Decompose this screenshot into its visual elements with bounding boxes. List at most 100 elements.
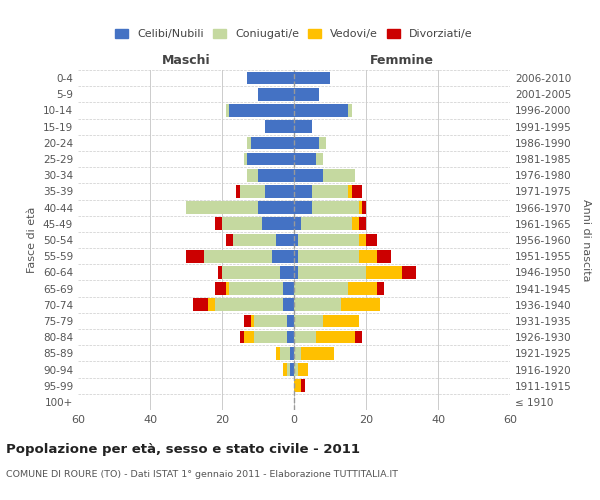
Bar	[244, 152, 247, 166]
Bar	[359, 218, 366, 230]
Bar	[319, 136, 326, 149]
Bar	[348, 282, 377, 295]
Bar	[294, 72, 330, 85]
Bar	[254, 331, 287, 344]
Bar	[258, 169, 294, 181]
Y-axis label: Fasce di età: Fasce di età	[28, 207, 37, 273]
Legend: Celibi/Nubili, Coniugati/e, Vedovi/e, Divorziati/e: Celibi/Nubili, Coniugati/e, Vedovi/e, Di…	[111, 24, 477, 44]
Bar	[208, 298, 215, 311]
Bar	[226, 104, 229, 117]
Bar	[290, 347, 294, 360]
Bar	[186, 250, 204, 262]
Bar	[272, 250, 294, 262]
Bar	[247, 136, 251, 149]
Text: Maschi: Maschi	[161, 54, 211, 67]
Bar	[287, 331, 294, 344]
Bar	[258, 88, 294, 101]
Bar	[222, 218, 262, 230]
Bar	[294, 347, 301, 360]
Bar	[348, 104, 352, 117]
Bar	[301, 380, 305, 392]
Bar	[215, 282, 226, 295]
Bar	[226, 234, 233, 246]
Bar	[294, 331, 316, 344]
Bar	[316, 331, 355, 344]
Bar	[283, 363, 287, 376]
Bar	[352, 185, 362, 198]
Bar	[323, 314, 359, 328]
Bar	[294, 104, 348, 117]
Bar	[254, 314, 287, 328]
Bar	[240, 185, 265, 198]
Bar	[352, 218, 359, 230]
Bar	[294, 250, 298, 262]
Bar	[222, 266, 280, 278]
Bar	[276, 347, 280, 360]
Bar	[294, 202, 312, 214]
Bar	[312, 202, 359, 214]
Bar	[244, 314, 251, 328]
Bar	[294, 136, 319, 149]
Bar	[236, 185, 240, 198]
Bar	[193, 298, 208, 311]
Bar	[204, 250, 272, 262]
Bar	[276, 234, 294, 246]
Bar	[298, 266, 366, 278]
Bar	[215, 218, 222, 230]
Bar	[229, 282, 283, 295]
Bar	[294, 234, 298, 246]
Bar	[258, 202, 294, 214]
Bar	[341, 298, 380, 311]
Bar	[215, 298, 283, 311]
Bar	[402, 266, 416, 278]
Bar	[312, 185, 348, 198]
Bar	[294, 298, 341, 311]
Bar	[294, 120, 312, 133]
Bar	[247, 152, 294, 166]
Bar	[298, 363, 308, 376]
Bar	[359, 202, 362, 214]
Bar	[247, 169, 258, 181]
Bar	[247, 72, 294, 85]
Y-axis label: Anni di nascita: Anni di nascita	[581, 198, 591, 281]
Bar	[294, 185, 312, 198]
Bar	[377, 282, 384, 295]
Bar	[294, 314, 323, 328]
Bar	[294, 380, 301, 392]
Bar	[359, 250, 377, 262]
Bar	[366, 266, 402, 278]
Bar	[287, 363, 290, 376]
Bar	[294, 218, 301, 230]
Bar	[290, 363, 294, 376]
Bar	[294, 266, 298, 278]
Bar	[265, 120, 294, 133]
Text: Popolazione per età, sesso e stato civile - 2011: Popolazione per età, sesso e stato civil…	[6, 442, 360, 456]
Bar	[301, 218, 352, 230]
Bar	[366, 234, 377, 246]
Text: Femmine: Femmine	[370, 54, 434, 67]
Bar	[294, 169, 323, 181]
Bar	[262, 218, 294, 230]
Bar	[377, 250, 391, 262]
Bar	[301, 347, 334, 360]
Bar	[283, 298, 294, 311]
Bar	[294, 363, 298, 376]
Bar	[186, 202, 258, 214]
Bar	[244, 331, 254, 344]
Bar	[316, 152, 323, 166]
Bar	[294, 88, 319, 101]
Bar	[355, 331, 362, 344]
Bar	[251, 314, 254, 328]
Bar	[359, 234, 366, 246]
Bar	[251, 136, 294, 149]
Bar	[287, 314, 294, 328]
Bar	[218, 266, 222, 278]
Bar	[348, 185, 352, 198]
Bar	[240, 331, 244, 344]
Bar	[280, 266, 294, 278]
Bar	[226, 282, 229, 295]
Bar	[323, 169, 355, 181]
Bar	[283, 282, 294, 295]
Bar	[294, 152, 316, 166]
Bar	[233, 234, 276, 246]
